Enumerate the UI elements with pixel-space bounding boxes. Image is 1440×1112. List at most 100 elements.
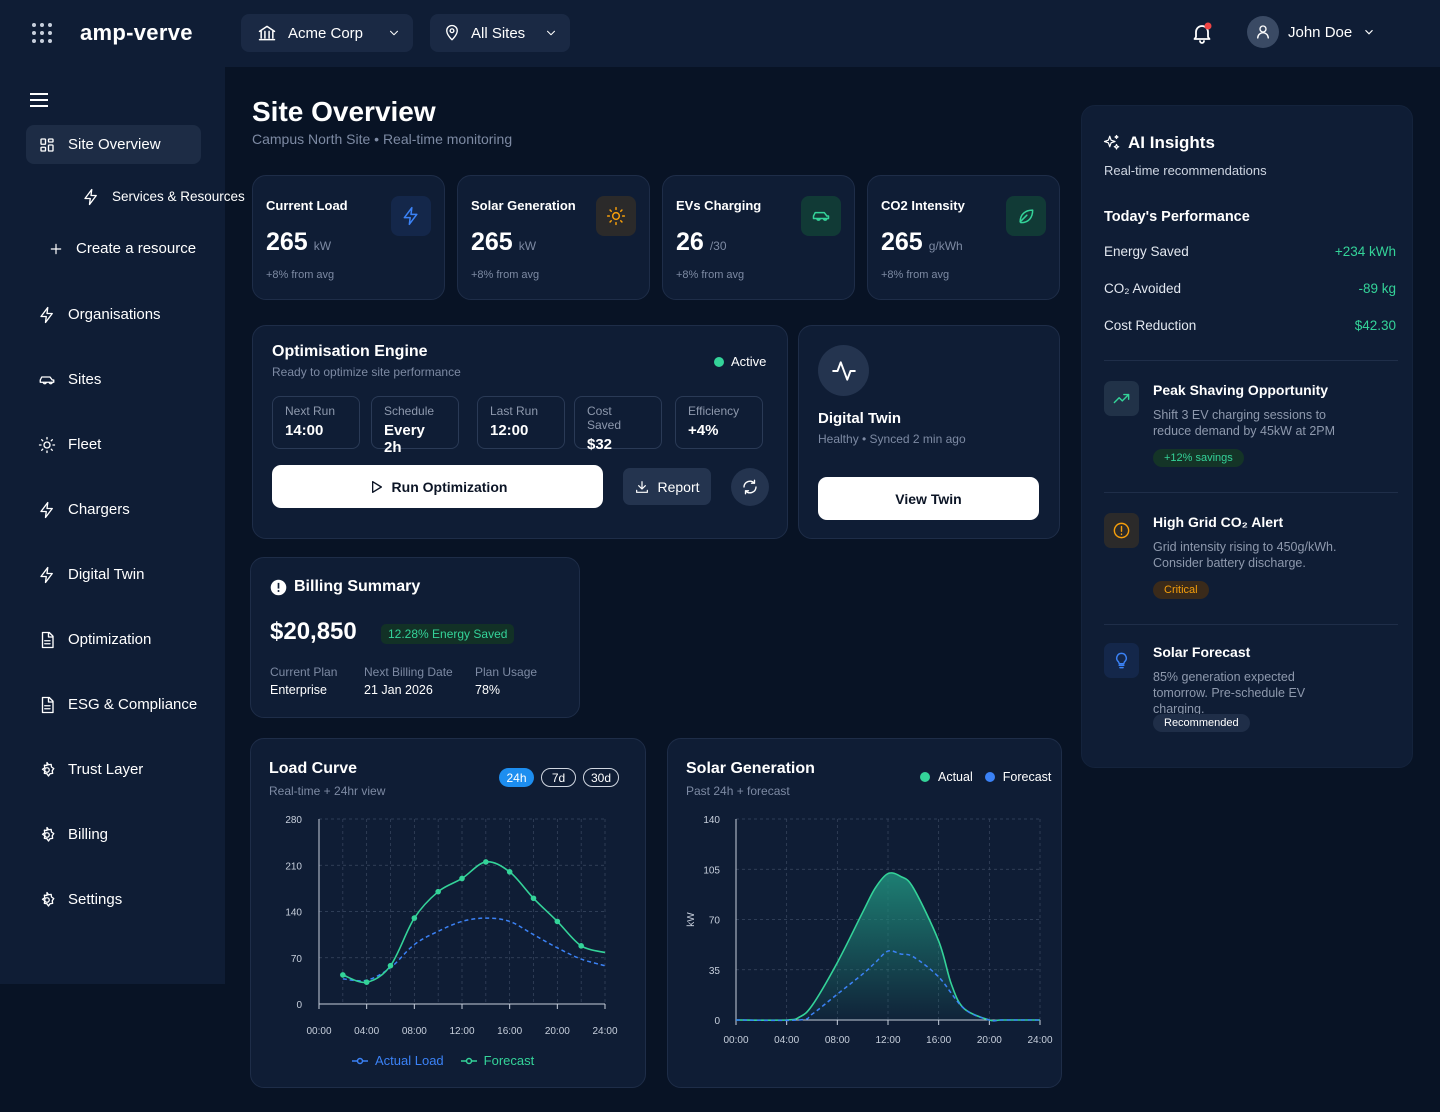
range-30d-chip[interactable]: 30d [583, 768, 619, 787]
metric-number: 265 [471, 228, 513, 256]
logo[interactable]: amp-verve [80, 20, 193, 45]
info-alert-icon [270, 579, 287, 596]
sidebar-item-esg-compliance[interactable]: ESG & Compliance [26, 685, 216, 724]
data-point [411, 915, 418, 921]
page-title: Site Overview [252, 96, 436, 127]
sidebar-item-create-a-resource[interactable]: Create a resource [26, 229, 216, 268]
gear-icon [41, 891, 55, 907]
y-tick-label: 0 [296, 1000, 302, 1011]
solar-generation-plot: 0 35 70 105 140 kW 00:00 04:00 08:00 12:00 16:00 20… [686, 815, 1053, 1046]
perf-label: CO₂ Avoided [1104, 281, 1182, 296]
perf-value: +234 kWh [1334, 244, 1396, 259]
sidebar-item-services-resources[interactable]: Services & Resources [26, 177, 245, 216]
energy-saved-badge: 12.28% Energy Saved [381, 624, 515, 644]
run-optimization-button[interactable]: Run Optimization [272, 465, 603, 508]
metric-card-co2-intensity[interactable]: CO2 Intensity 265 g/kWh +8% from avg [867, 175, 1060, 300]
y-tick-label: 280 [285, 815, 302, 826]
legend-forecast-label: Forecast [1002, 770, 1052, 784]
metric-card-evs-charging[interactable]: EVs Charging 26/30 +8% from avg [662, 175, 855, 300]
sidebar-item-chargers[interactable]: Chargers [26, 490, 216, 529]
sidebar-item-label: Fleet [68, 436, 102, 453]
optimisation-title: Optimisation Engine [272, 343, 428, 360]
sidebar-item-organisations[interactable]: Organisations [26, 295, 216, 334]
sidebar-item-label: Optimization [68, 631, 152, 648]
metric-card-solar-generation[interactable]: Solar Generation 265 kW +8% from avg [457, 175, 650, 300]
metric-number: 265 [881, 228, 923, 256]
org-select[interactable]: Acme Corp [241, 14, 413, 52]
stat-label: Efficiency [688, 404, 740, 418]
solar-chart-subtitle: Past 24h + forecast [686, 784, 790, 798]
sidebar-item-label: Chargers [68, 501, 130, 518]
avatar[interactable] [1247, 16, 1279, 48]
sidebar-item-trust-layer[interactable]: Trust Layer [26, 750, 216, 789]
x-tick-label: 08:00 [825, 1035, 850, 1046]
insight-title: Solar Forecast [1153, 644, 1251, 660]
sidebar-item-label: Sites [68, 371, 102, 388]
performance-title: Today's Performance [1104, 209, 1250, 225]
x-tick-label: 00:00 [306, 1026, 331, 1037]
y-tick-label: 140 [703, 815, 720, 826]
document-icon [41, 696, 54, 713]
data-point [435, 888, 441, 895]
metric-title: EVs Charging [676, 198, 762, 213]
sidebar-item-sites[interactable]: Sites [26, 360, 216, 399]
lightbulb-icon [1116, 652, 1127, 669]
sidebar-item-site-overview[interactable]: Site Overview [26, 125, 201, 164]
load-curve-legend: Actual Load Forecast [351, 1053, 534, 1068]
metric-card-current-load[interactable]: Current Load 265 kW +8% from avg [252, 175, 445, 300]
insight-divider [1104, 624, 1398, 625]
forecast-series-line [735, 950, 1040, 1022]
x-tick-label: 16:00 [926, 1035, 951, 1046]
insight-icon-badge [1104, 513, 1139, 548]
stat-schedule: Schedule Every 2h [371, 396, 459, 456]
range-24h-chip[interactable]: 24h [499, 768, 534, 787]
metric-icon-badge [391, 196, 431, 236]
data-point [506, 869, 513, 875]
billing-field: Plan Usage 78% [475, 665, 537, 697]
page-subtitle: Campus North Site • Real-time monitoring [252, 131, 513, 147]
solar-generation-card: Solar Generation Past 24h + forecast Act… [667, 738, 1062, 1088]
range-7d-chip[interactable]: 7d [541, 768, 576, 787]
report-button[interactable]: Report [623, 468, 711, 505]
insight-body: Shift 3 EV charging sessions to reduce d… [1153, 408, 1336, 438]
activity-icon [831, 360, 856, 381]
legend-actual-label: Actual Load [375, 1053, 444, 1068]
site-select-value: All Sites [471, 24, 526, 42]
sidebar-item-settings[interactable]: Settings [26, 880, 216, 919]
billing-field: Current Plan Enterprise [270, 665, 337, 697]
hamburger-menu-icon[interactable] [29, 92, 49, 108]
refresh-button[interactable] [731, 468, 769, 506]
chevron-down-icon[interactable] [1362, 25, 1376, 39]
sun-icon [38, 436, 56, 453]
user-name[interactable]: John Doe [1288, 24, 1353, 41]
status-dot [714, 357, 724, 367]
twin-title: Digital Twin [818, 410, 902, 427]
billing-field-label: Plan Usage [475, 665, 538, 679]
y-tick-label: 210 [285, 861, 302, 872]
billing-field: Next Billing Date 21 Jan 2026 [364, 665, 453, 697]
bolt-icon [40, 566, 53, 583]
insight-body: Grid intensity rising to 450g/kWh. Consi… [1153, 540, 1337, 570]
perf-label: Energy Saved [1104, 244, 1189, 259]
bolt-icon [403, 206, 418, 226]
chevron-down-icon [546, 30, 556, 36]
gear-icon [41, 761, 55, 777]
site-select[interactable]: All Sites [430, 14, 570, 52]
sidebar-item-digital-twin[interactable]: Digital Twin [26, 555, 216, 594]
metric-icon-badge [1006, 196, 1046, 236]
sidebar-item-optimization[interactable]: Optimization [26, 620, 216, 659]
view-twin-button[interactable]: View Twin [818, 477, 1039, 520]
car-icon [812, 211, 830, 221]
data-point [483, 859, 489, 865]
y-tick-label: 105 [703, 865, 720, 876]
sidebar-item-label: ESG & Compliance [68, 696, 198, 713]
metric-unit: g/kWh [928, 239, 963, 253]
stat-value: Every 2h [384, 422, 425, 456]
apps-grid-icon[interactable] [31, 22, 53, 44]
sidebar-item-billing[interactable]: Billing [26, 815, 216, 854]
stat-label: Next Run [285, 404, 336, 418]
bell-icon[interactable] [1190, 21, 1214, 45]
forecast-series-line [342, 917, 606, 982]
x-tick-label: 20:00 [977, 1035, 1002, 1046]
sidebar-item-fleet[interactable]: Fleet [26, 425, 216, 464]
